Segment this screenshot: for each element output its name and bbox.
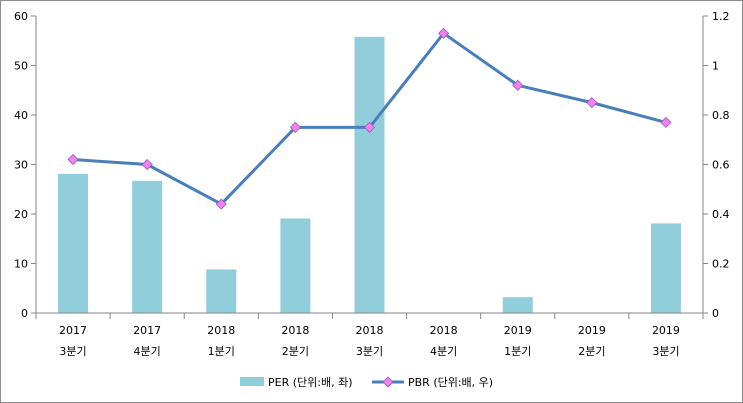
right-tick-label-5: 1 (712, 60, 719, 73)
x-label-quarter-4: 3분기 (356, 345, 383, 358)
x-label-year-7: 2019 (578, 324, 606, 337)
x-label-year-0: 2017 (59, 324, 87, 337)
left-tick-label-6: 60 (14, 10, 28, 23)
per-bar-0 (58, 173, 89, 313)
pbr-marker-1 (141, 158, 153, 171)
pbr-marker-5 (438, 27, 450, 39)
x-label-year-3: 2018 (281, 324, 309, 337)
per-bar-6 (502, 297, 533, 313)
left-tick-label-1: 10 (14, 258, 28, 271)
x-label-year-5: 2018 (430, 324, 458, 337)
legend-per-swatch (240, 377, 264, 386)
right-tick-label-4: 0.8 (712, 109, 730, 122)
pbr-marker-7 (586, 97, 598, 109)
x-label-quarter-3: 2분기 (282, 345, 309, 358)
x-label-year-1: 2017 (133, 324, 161, 337)
x-label-quarter-8: 3분기 (652, 345, 679, 358)
per-bar-1 (132, 180, 163, 313)
x-label-year-2: 2018 (207, 324, 235, 337)
pbr-marker-2 (215, 198, 227, 210)
x-label-year-6: 2019 (504, 324, 532, 337)
right-tick-label-2: 0.4 (712, 208, 730, 221)
left-tick-label-5: 50 (14, 60, 28, 73)
legend-per-label: PER (단위:배, 좌) (268, 376, 353, 389)
left-tick-label-0: 0 (21, 307, 28, 320)
legend-pbr-label: PBR (단위:배, 우) (408, 376, 493, 389)
x-label-quarter-5: 4분기 (430, 345, 457, 358)
per-bar-8 (650, 223, 681, 313)
right-tick-label-6: 1.2 (712, 10, 730, 23)
per-bar-2 (206, 269, 237, 313)
right-tick-label-0: 0 (712, 307, 719, 320)
x-label-quarter-2: 1분기 (208, 345, 235, 358)
pbr-marker-4 (363, 121, 376, 133)
right-tick-label-1: 0.2 (712, 258, 730, 271)
pbr-marker-3 (289, 121, 301, 133)
x-label-quarter-1: 4분기 (134, 345, 161, 358)
x-label-year-8: 2019 (652, 324, 680, 337)
x-label-quarter-7: 2분기 (578, 345, 605, 358)
per-bar-3 (280, 218, 311, 313)
legend-pbr-marker (382, 376, 394, 388)
left-tick-label-2: 20 (14, 208, 28, 221)
x-label-quarter-6: 1분기 (504, 345, 531, 358)
pbr-marker-6 (512, 79, 524, 91)
pbr-marker-0 (67, 153, 79, 166)
left-tick-label-4: 40 (14, 109, 28, 122)
pbr-marker-8 (660, 116, 672, 128)
x-label-quarter-0: 3분기 (59, 345, 86, 358)
per-bar-4 (354, 36, 385, 313)
left-tick-label-3: 30 (14, 159, 28, 172)
right-tick-label-3: 0.6 (712, 159, 730, 172)
x-label-year-4: 2018 (356, 324, 384, 337)
